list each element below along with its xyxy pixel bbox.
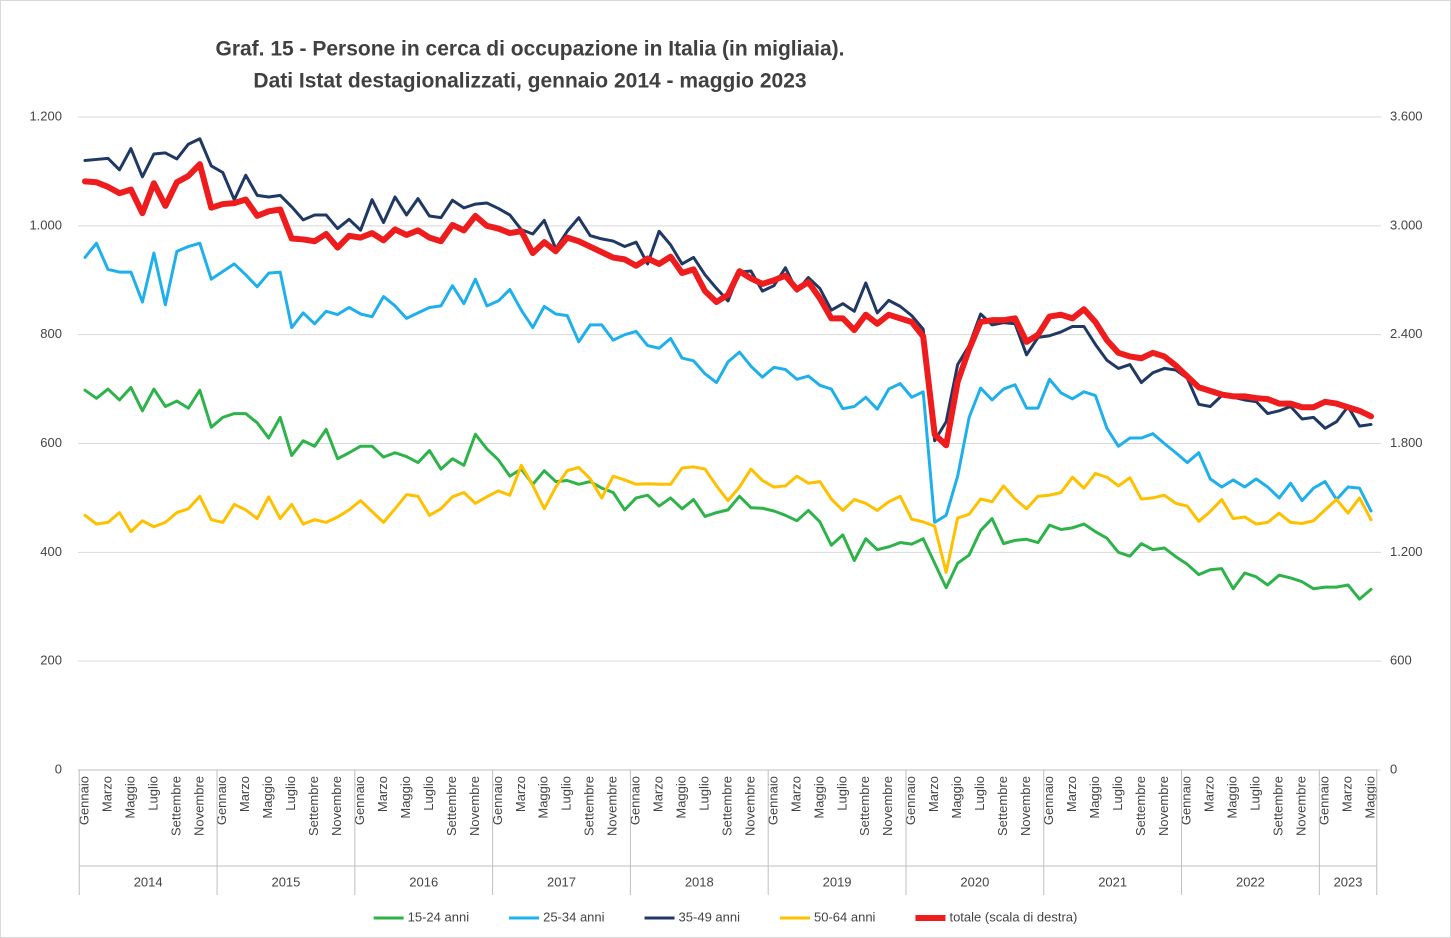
x-tick-label: Luglio (834, 776, 849, 811)
y-tick-label: 400 (40, 544, 62, 559)
y-tick-label: 600 (40, 435, 62, 450)
x-tick-label: Luglio (283, 776, 298, 811)
x-tick-label: Settembre (582, 776, 597, 836)
y-tick-label: 1.000 (29, 217, 62, 232)
x-tick-label: Novembre (742, 776, 757, 836)
x-tick-label: Settembre (306, 776, 321, 836)
x-tick-label: Maggio (674, 776, 689, 819)
year-label: 2016 (409, 874, 438, 889)
x-tick-label: Luglio (1248, 776, 1263, 811)
x-tick-label: Settembre (1133, 776, 1148, 836)
y2-tick-label: 1.200 (1390, 544, 1423, 559)
x-tick-label: Novembre (1294, 776, 1309, 836)
x-tick-label: Settembre (719, 776, 734, 836)
x-tick-label: Maggio (1362, 776, 1377, 819)
year-label: 2017 (547, 874, 576, 889)
legend-label: 25-34 anni (543, 909, 605, 924)
year-label: 2020 (960, 874, 989, 889)
legend-label: 35-49 anni (679, 909, 741, 924)
x-tick-label: Novembre (1156, 776, 1171, 836)
year-label: 2022 (1236, 874, 1265, 889)
series-line (83, 463, 1373, 574)
chart-title: Graf. 15 - Persone in cerca di occupazio… (215, 38, 844, 61)
x-tick-label: Luglio (145, 776, 160, 811)
x-tick-label: Gennaio (1041, 776, 1056, 825)
x-tick-label: Marzo (1064, 776, 1079, 812)
y2-tick-label: 3.600 (1390, 108, 1423, 123)
year-label: 2023 (1334, 874, 1363, 889)
x-tick-label: Gennaio (76, 776, 91, 825)
x-tick-label: Maggio (949, 776, 964, 819)
x-tick-label: Settembre (1271, 776, 1286, 836)
y-tick-label: 800 (40, 326, 62, 341)
x-tick-label: Gennaio (352, 776, 367, 825)
x-tick-label: Settembre (857, 776, 872, 836)
legend: 15-24 anni 25-34 anni 35-49 anni 50-64 anni… (373, 909, 1077, 924)
series-line (83, 137, 1373, 443)
x-tick-label: Maggio (1087, 776, 1102, 819)
y2-tick-label: 0 (1390, 761, 1397, 776)
x-tick-label: Novembre (329, 776, 344, 836)
y2-tick-label: 2.400 (1390, 326, 1423, 341)
x-tick-label: Luglio (696, 776, 711, 811)
year-label: 2014 (134, 874, 163, 889)
series-line (83, 385, 1373, 601)
series-line (82, 161, 1374, 449)
x-tick-label: Luglio (972, 776, 987, 811)
x-tick-label: Maggio (1225, 776, 1240, 819)
x-tick-label: Gennaio (765, 776, 780, 825)
x-tick-label: Gennaio (903, 776, 918, 825)
x-tick-label: Luglio (559, 776, 574, 811)
x-tick-label: Marzo (651, 776, 666, 812)
x-tick-label: Maggio (536, 776, 551, 819)
x-tick-label: Novembre (1018, 776, 1033, 836)
year-label: 2015 (271, 874, 300, 889)
x-tick-label: Gennaio (214, 776, 229, 825)
chart-subtitle: Dati Istat destagionalizzati, gennaio 20… (253, 70, 806, 93)
x-tick-label: Settembre (995, 776, 1010, 836)
legend-label: 50-64 anni (814, 909, 876, 924)
x-tick-label: Marzo (926, 776, 941, 812)
x-tick-label: Gennaio (1179, 776, 1194, 825)
x-tick-label: Marzo (375, 776, 390, 812)
y-tick-label: 0 (55, 761, 62, 776)
x-tick-label: Marzo (1339, 776, 1354, 812)
x-tick-label: Luglio (421, 776, 436, 811)
x-tick-label: Settembre (168, 776, 183, 836)
x-tick-label: Maggio (122, 776, 137, 819)
x-tick-label: Gennaio (628, 776, 643, 825)
x-tick-label: Novembre (605, 776, 620, 836)
x-tick-label: Settembre (444, 776, 459, 836)
x-tick-label: Marzo (237, 776, 252, 812)
x-tick-label: Marzo (1202, 776, 1217, 812)
x-tick-label: Maggio (811, 776, 826, 819)
y2-tick-label: 3.000 (1390, 217, 1423, 232)
y2-tick-label: 600 (1390, 653, 1412, 668)
series-line (83, 241, 1373, 524)
x-tick-label: Marzo (513, 776, 528, 812)
year-label: 2018 (685, 874, 714, 889)
x-tick-label: Gennaio (490, 776, 505, 825)
x-tick-label: Marzo (788, 776, 803, 812)
x-tick-label: Novembre (880, 776, 895, 836)
y2-tick-label: 1.800 (1390, 435, 1423, 450)
x-tick-label: Luglio (1110, 776, 1125, 811)
x-tick-label: Marzo (99, 776, 114, 812)
year-label: 2021 (1098, 874, 1127, 889)
year-label: 2019 (823, 874, 852, 889)
y-tick-label: 200 (40, 653, 62, 668)
x-tick-label: Novembre (191, 776, 206, 836)
x-tick-label: Gennaio (1317, 776, 1332, 825)
x-tick-label: Maggio (398, 776, 413, 819)
x-tick-label: Maggio (260, 776, 275, 819)
legend-label: 15-24 anni (408, 909, 470, 924)
x-tick-label: Novembre (467, 776, 482, 836)
legend-label: totale (scala di destra) (949, 909, 1077, 924)
y-tick-label: 1.200 (29, 108, 62, 123)
